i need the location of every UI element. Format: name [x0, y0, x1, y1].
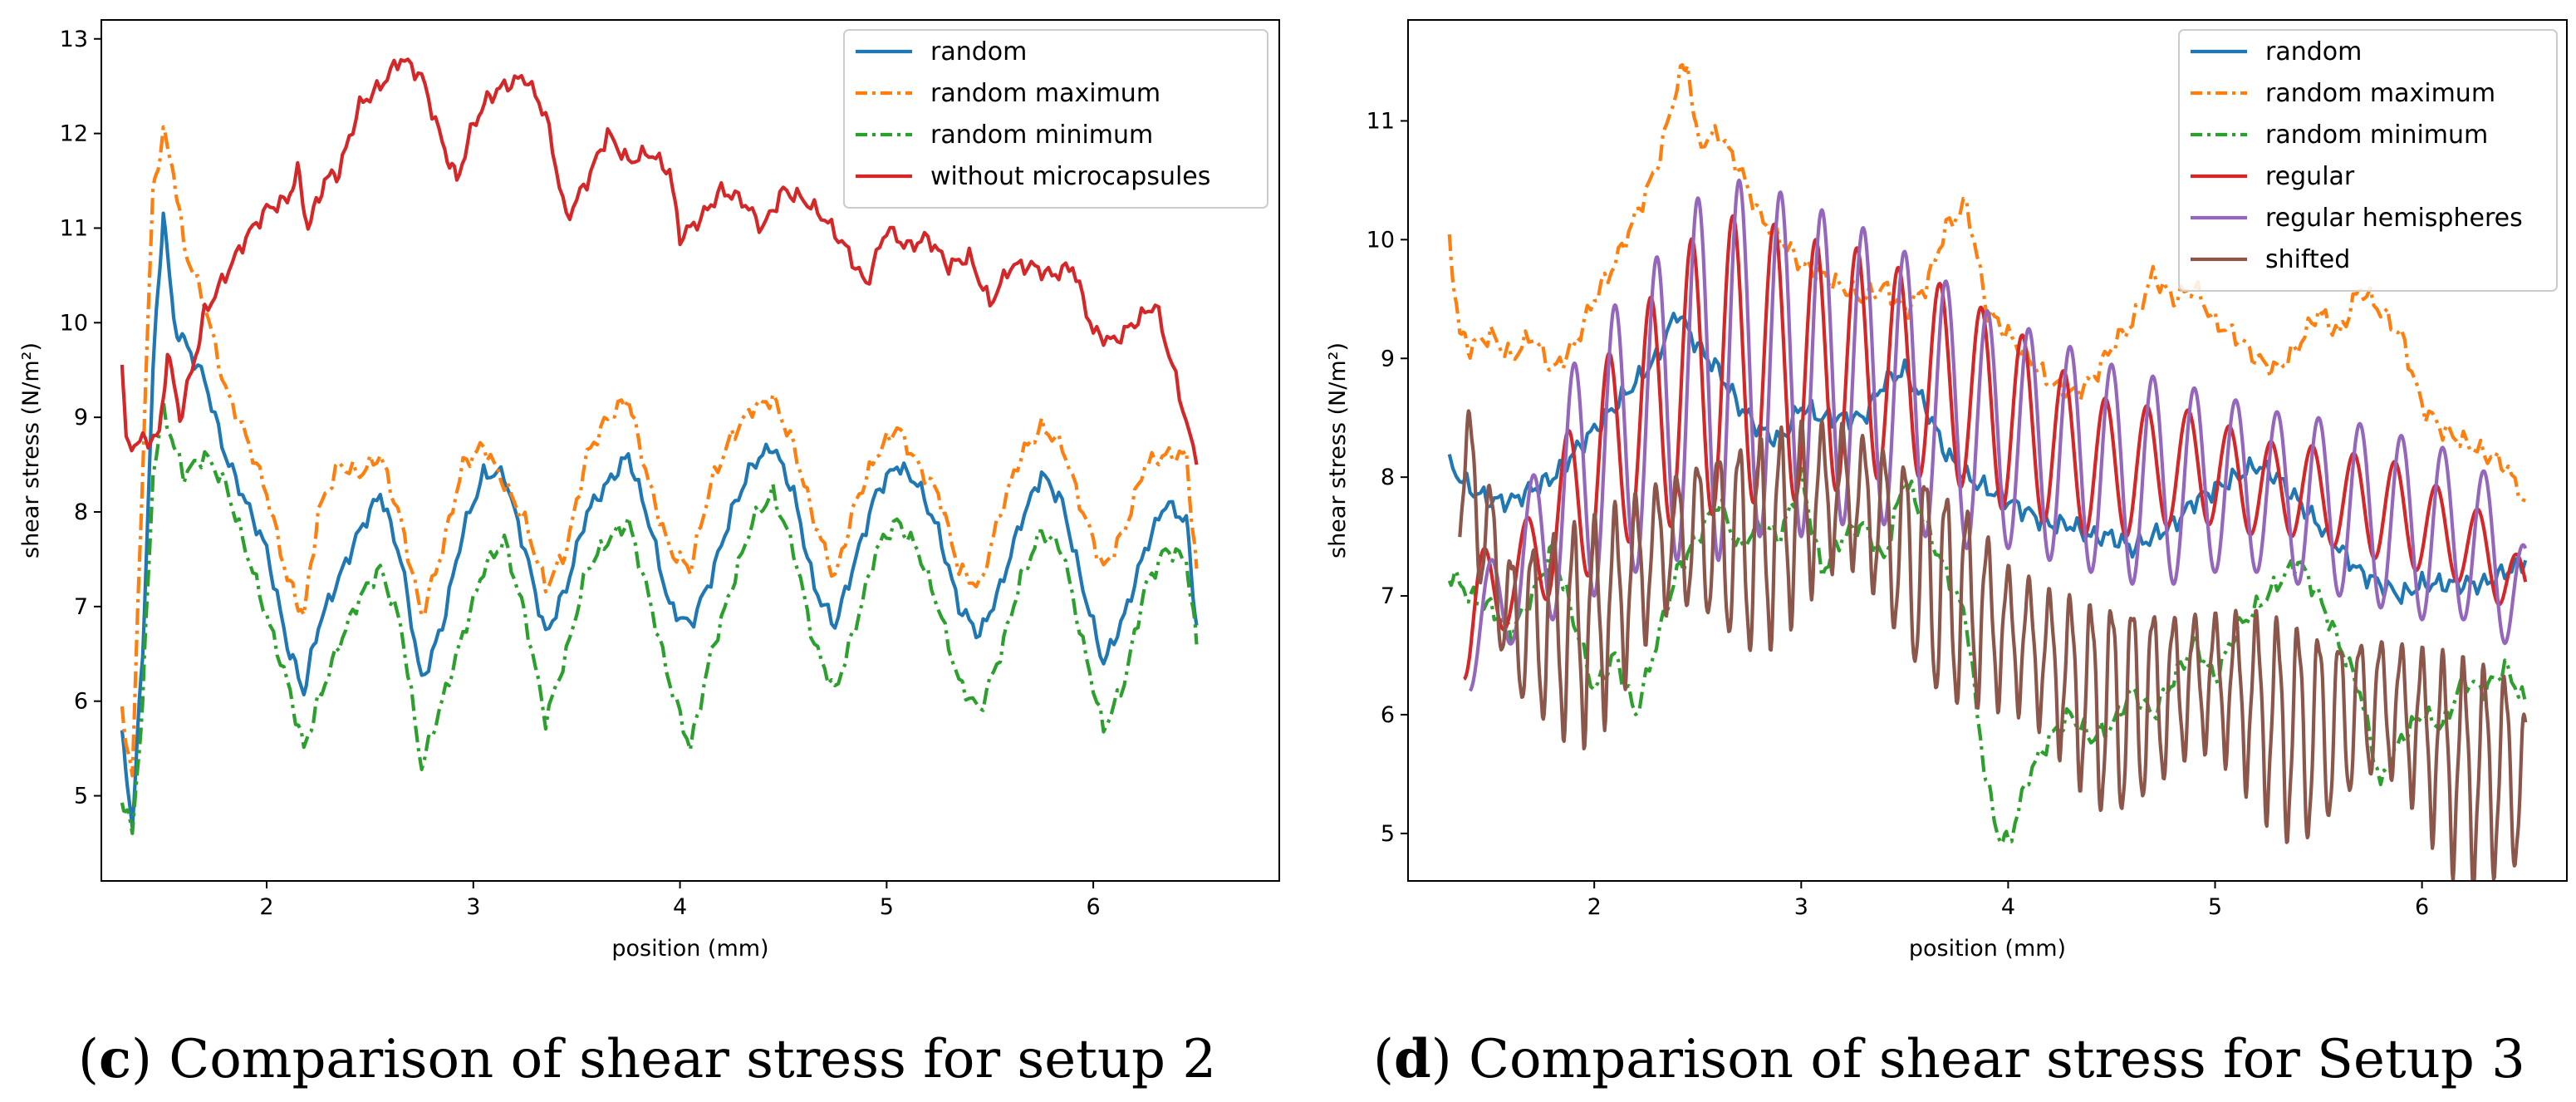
- chart-panel-1: 2 3 4 5 6 5 6 7 8 9 10 11 12 13 position (mm) shear str…: [18, 19, 1280, 1090]
- x-tick-label: 5: [2208, 894, 2222, 920]
- caption-letter: c: [99, 1028, 131, 1090]
- legend-label: random maximum: [930, 79, 1160, 108]
- x-tick-label: 2: [259, 894, 273, 920]
- x-axis-label: position (mm): [1909, 936, 2066, 962]
- y-tick-label: 6: [1381, 702, 1395, 728]
- caption-prefix: (: [78, 1029, 99, 1090]
- y-tick-label: 5: [74, 784, 88, 809]
- legend-label: random: [2265, 37, 2362, 66]
- axes-frame: [1407, 19, 2568, 882]
- x-tick-label: 5: [880, 894, 894, 920]
- x-tick-label: 4: [2001, 894, 2015, 920]
- axes-frame: [101, 19, 1280, 882]
- chart-panel-2: 2 3 4 5 6 5 6 7 8 9 10 11 position (mm) shear stress …: [1325, 19, 2568, 1090]
- y-tick-label: 9: [1381, 346, 1395, 371]
- legend-label: regular: [2265, 162, 2355, 191]
- legend: random random maximum random minimum regula…: [2178, 29, 2558, 292]
- legend-label: random minimum: [930, 121, 1153, 150]
- x-tick-label: 6: [1087, 894, 1101, 920]
- series-line-random: [120, 211, 1199, 830]
- x-tick-label: 2: [1587, 894, 1602, 920]
- y-axis-label: shear stress (N/m²): [18, 342, 44, 558]
- series-line-random-maximum: [120, 125, 1199, 778]
- legend-box: [2178, 29, 2558, 292]
- y-tick-label: 11: [1367, 108, 1395, 134]
- series-line-shifted: [1458, 409, 2528, 881]
- caption-letter: d: [1394, 1028, 1431, 1090]
- y-tick-label: 10: [60, 310, 88, 336]
- series-line-regular-hemispheres: [1468, 178, 2528, 692]
- legend-label: regular hemispheres: [2265, 204, 2523, 233]
- plot-area: [120, 57, 1199, 835]
- caption-text: ) Comparison of shear stress for setup 2: [131, 1029, 1216, 1090]
- x-tick-label: 6: [2415, 894, 2429, 920]
- y-tick-label: 9: [74, 405, 88, 430]
- legend-box: [843, 29, 1268, 209]
- series-line-without-microcapsules: [120, 57, 1199, 465]
- x-axis-label: position (mm): [611, 936, 768, 962]
- y-tick-label: 7: [74, 594, 88, 620]
- x-tick-label: 3: [466, 894, 480, 920]
- y-axis-label: shear stress (N/m²): [1325, 342, 1351, 558]
- y-tick-label: 10: [1367, 227, 1395, 253]
- y-tick-label: 6: [74, 689, 88, 715]
- y-tick-label: 13: [60, 27, 88, 52]
- y-tick-label: 7: [1381, 583, 1395, 609]
- x-tick-label: 4: [673, 894, 687, 920]
- caption-prefix: (: [1373, 1029, 1394, 1090]
- x-tick-label: 3: [1794, 894, 1808, 920]
- legend-label: without microcapsules: [930, 162, 1210, 191]
- legend-label: random: [930, 37, 1027, 66]
- legend-label: shifted: [2265, 245, 2350, 274]
- series-line-random-minimum: [120, 398, 1199, 835]
- legend-label: random minimum: [2265, 121, 2488, 150]
- y-tick-label: 8: [74, 499, 88, 525]
- figure-caption: (d) Comparison of shear stress for Setup…: [1373, 1028, 2525, 1090]
- series-line-regular: [1463, 214, 2528, 681]
- caption-text: ) Comparison of shear stress for Setup 3: [1431, 1029, 2525, 1090]
- series-line-random-minimum: [1447, 466, 2528, 846]
- legend-label: random maximum: [2265, 79, 2495, 108]
- y-tick-label: 12: [60, 121, 88, 147]
- y-tick-label: 5: [1381, 821, 1395, 847]
- y-tick-label: 8: [1381, 465, 1395, 490]
- legend: random random maximum random minimum withou…: [843, 29, 1268, 209]
- plot-area: [1447, 62, 2528, 881]
- y-tick-label: 11: [60, 215, 88, 241]
- figure-caption: (c) Comparison of shear stress for setup…: [78, 1028, 1216, 1090]
